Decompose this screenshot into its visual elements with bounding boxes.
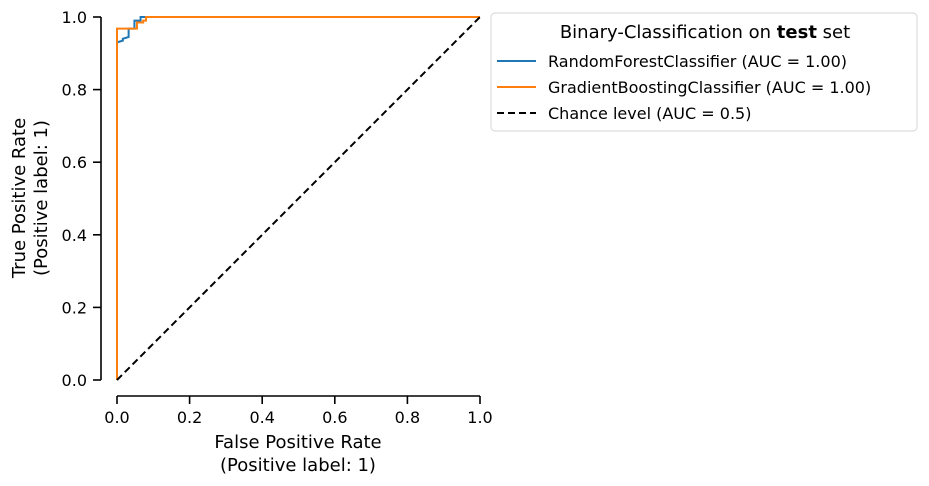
y-tick-label: 0.2 [62, 298, 87, 317]
y-tick-label: 0.8 [62, 81, 87, 100]
series-line-chance-level [116, 16, 481, 381]
x-tick-label: 0.0 [104, 408, 129, 427]
legend-title-prefix: Binary-Classification on [560, 22, 777, 43]
y-tick-label: 0.0 [62, 371, 87, 390]
y-tick-label: 1.0 [62, 8, 87, 27]
y-axis-label: True Positive Rate [9, 118, 30, 279]
y-tick-label: 0.4 [62, 226, 87, 245]
x-tick-label: 0.8 [395, 408, 420, 427]
y-tick-label: 0.6 [62, 153, 87, 172]
x-axis-label: (Positive label: 1) [220, 455, 376, 476]
legend-title-suffix: set [817, 22, 850, 43]
legend-entry-label: Chance level (AUC = 0.5) [548, 104, 751, 123]
legend-frame [490, 12, 918, 132]
legend-entry-label: RandomForestClassifier (AUC = 1.00) [548, 52, 847, 71]
x-tick-label: 0.6 [322, 408, 347, 427]
x-tick-label: 0.2 [177, 408, 202, 427]
legend-title-bold: test [777, 22, 818, 43]
legend-entry-label: GradientBoostingClassifier (AUC = 1.00) [548, 78, 871, 97]
axes: 0.0 0.2 0.4 0.6 0.8 1.0 0.0 0.2 0.4 0.6 0.8 1.0 Fals… [9, 8, 493, 476]
series-group [116, 16, 481, 381]
series-line-gradient-boosting [116, 16, 480, 380]
y-axis-label: (Positive label: 1) [31, 120, 52, 276]
legend-title: Binary-Classification on test set [560, 22, 850, 43]
x-axis-label: False Positive Rate [214, 432, 381, 453]
legend: Binary-Classification on test set RandomF… [490, 12, 918, 132]
x-tick-label: 0.4 [249, 408, 274, 427]
x-tick-label: 1.0 [467, 408, 492, 427]
